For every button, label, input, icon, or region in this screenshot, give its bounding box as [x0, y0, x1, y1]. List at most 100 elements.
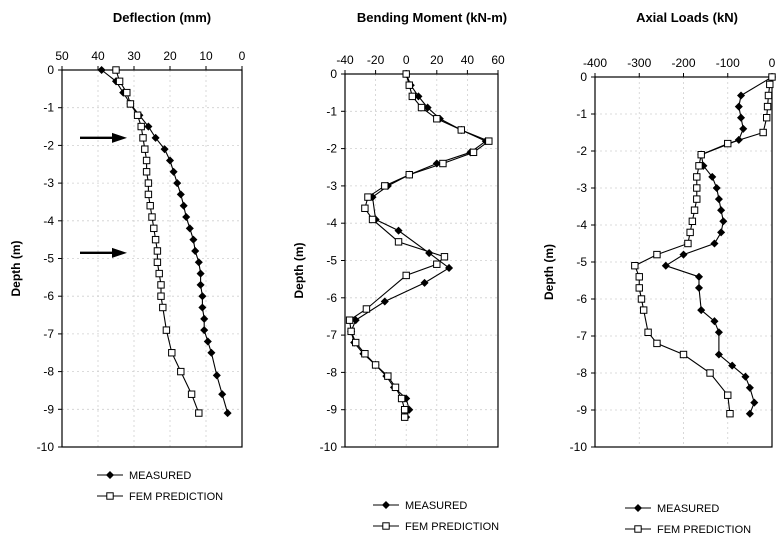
y-tick-label: -5: [43, 252, 54, 266]
fem-prediction-point: [352, 338, 360, 347]
measured-point: [198, 303, 207, 312]
fem-prediction-point: [402, 271, 410, 280]
measured-point: [169, 167, 178, 176]
fem-prediction-point: [148, 213, 156, 221]
fem-prediction-point: [457, 126, 465, 134]
fem-prediction-point: [153, 258, 162, 266]
x-tick-label: 20: [430, 53, 444, 67]
fem-prediction-point: [759, 128, 767, 137]
series-fem-prediction: [112, 66, 203, 417]
measured-point: [728, 361, 737, 370]
measured-point: [196, 269, 205, 278]
fem-prediction-point: [408, 92, 417, 101]
measured-point: [423, 103, 432, 112]
measured-point: [719, 217, 728, 226]
measured-point: [97, 65, 106, 75]
x-tick-label: 60: [491, 53, 505, 67]
fem-prediction-point: [726, 410, 734, 418]
fem-prediction-point: [763, 102, 772, 111]
fem-prediction-point: [361, 204, 369, 212]
fem-prediction-point: [637, 295, 646, 303]
measured-point: [185, 224, 194, 233]
measured-point: [394, 226, 403, 235]
measured-point: [176, 190, 185, 199]
fem-prediction-point: [157, 292, 165, 300]
y-tick-label: -10: [320, 440, 338, 454]
fem-prediction-point: [690, 206, 699, 214]
fem-prediction-point: [394, 238, 403, 246]
legend-label-fem-prediction: FEM PREDICTION: [405, 521, 499, 533]
fem-prediction-point: [402, 70, 410, 78]
y-tick-label: -1: [43, 101, 54, 115]
legend-label-measured: MEASURED: [405, 500, 467, 512]
y-tick-label: -3: [576, 181, 587, 195]
measured-point: [745, 409, 754, 418]
fem-prediction-point: [112, 66, 120, 74]
fem-prediction-point: [485, 137, 493, 145]
y-tick-label: -9: [576, 403, 587, 417]
measured-point: [218, 390, 227, 399]
legend-measured-marker: [105, 470, 115, 480]
fem-prediction-point: [635, 273, 643, 281]
measured-point: [151, 133, 160, 142]
measured-line: [664, 76, 773, 414]
y-tick-label: -5: [326, 254, 337, 268]
y-axis-label: Depth (m): [542, 244, 556, 300]
fem-prediction-point: [137, 122, 145, 131]
measured-point: [198, 292, 207, 301]
y-tick-label: -9: [43, 402, 54, 416]
measured-point: [414, 92, 423, 101]
fem-prediction-point: [724, 139, 732, 148]
fem-prediction-point: [724, 391, 732, 399]
legend-fem-marker: [634, 525, 642, 533]
fem-prediction-point: [347, 327, 355, 336]
fem-prediction-point: [142, 168, 151, 176]
fem-prediction-point: [168, 349, 176, 357]
legend: MEASURED FEM PREDICTION: [373, 500, 499, 533]
chart-title: Axial Loads (kN): [636, 10, 738, 25]
measured-point: [710, 239, 719, 248]
fem-prediction-point: [115, 77, 124, 86]
legend: MEASURED FEM PREDICTION: [625, 503, 751, 536]
measured-point: [717, 228, 726, 237]
x-tick-label: 30: [127, 49, 141, 63]
fem-prediction-point: [153, 247, 162, 255]
chart-title: Bending Moment (kN-m): [357, 10, 507, 25]
x-tick-label: 40: [91, 49, 105, 63]
measured-point: [679, 250, 688, 259]
fem-prediction-point: [397, 394, 406, 403]
measured-point: [697, 306, 706, 315]
x-tick-label: 0: [403, 53, 410, 67]
y-tick-label: -9: [326, 403, 337, 417]
legend-label-fem-prediction: FEM PREDICTION: [129, 491, 223, 503]
y-tick-label: -3: [326, 179, 337, 193]
depth-arrow-head: [112, 132, 127, 143]
fem-prediction-point: [400, 413, 409, 421]
fem-prediction-point: [766, 80, 774, 89]
fem-prediction-point: [391, 383, 400, 392]
fem-prediction-point: [440, 253, 449, 261]
x-tick-label: -300: [627, 56, 651, 70]
y-tick-label: -7: [326, 328, 337, 342]
series-measured: [661, 72, 777, 418]
fem-prediction-point: [123, 88, 131, 97]
fem-prediction-point: [697, 151, 705, 159]
measured-point: [194, 258, 203, 267]
legend-fem-marker: [106, 492, 114, 500]
x-tick-label: 0: [239, 49, 246, 63]
legend-fem-marker: [382, 522, 390, 530]
fem-prediction-point: [159, 303, 167, 312]
fem-prediction-point: [639, 306, 648, 314]
y-tick-label: -7: [576, 329, 587, 343]
legend: MEASURED FEM PREDICTION: [97, 470, 223, 503]
y-tick-label: -8: [326, 365, 337, 379]
measured-point: [189, 235, 198, 244]
y-tick-label: -10: [37, 440, 55, 454]
measured-point: [191, 246, 200, 255]
y-tick-label: -2: [576, 144, 587, 158]
measured-point: [694, 283, 704, 292]
fem-prediction-point: [381, 182, 389, 190]
fem-prediction-point: [162, 326, 171, 334]
fem-prediction-point: [631, 262, 639, 270]
measured-point: [182, 213, 191, 222]
